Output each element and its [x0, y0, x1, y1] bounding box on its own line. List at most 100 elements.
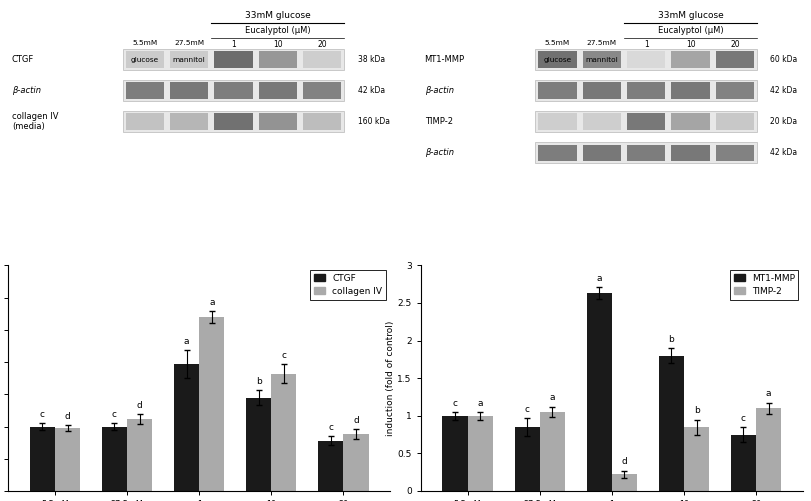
Text: a: a [766, 389, 771, 398]
FancyBboxPatch shape [672, 83, 710, 99]
Text: a: a [596, 274, 602, 283]
FancyBboxPatch shape [583, 83, 621, 99]
Text: Eucalyptol (μM): Eucalyptol (μM) [245, 26, 311, 35]
FancyBboxPatch shape [259, 83, 297, 99]
Text: 38 kDa: 38 kDa [358, 55, 385, 64]
Legend: CTGF, collagen IV: CTGF, collagen IV [311, 270, 386, 300]
FancyBboxPatch shape [535, 142, 757, 163]
FancyBboxPatch shape [672, 144, 710, 161]
FancyBboxPatch shape [672, 114, 710, 130]
Text: 10: 10 [273, 40, 283, 49]
Bar [174, 364, 200, 491]
FancyBboxPatch shape [214, 83, 253, 99]
Text: CTGF: CTGF [12, 55, 34, 64]
Text: d: d [353, 416, 358, 425]
Text: b: b [255, 377, 261, 386]
FancyBboxPatch shape [716, 144, 754, 161]
FancyBboxPatch shape [627, 52, 665, 68]
FancyBboxPatch shape [627, 144, 665, 161]
Y-axis label: induction (fold of control): induction (fold of control) [385, 321, 395, 436]
Text: c: c [453, 398, 457, 407]
Bar [127, 419, 152, 491]
Text: 160 kDa: 160 kDa [358, 117, 390, 126]
FancyBboxPatch shape [170, 114, 208, 130]
Text: c: c [112, 410, 117, 419]
Bar [468, 416, 493, 491]
Text: a: a [478, 398, 483, 407]
FancyBboxPatch shape [716, 114, 754, 130]
Text: 5.5mM: 5.5mM [545, 40, 570, 46]
FancyBboxPatch shape [583, 144, 621, 161]
Text: 42 kDa: 42 kDa [770, 86, 797, 95]
Text: MT1-MMP: MT1-MMP [425, 55, 465, 64]
Text: 1: 1 [644, 40, 649, 49]
Bar [611, 474, 637, 491]
Text: 5.5mM: 5.5mM [132, 40, 157, 46]
Bar [246, 397, 271, 491]
Text: β-actin: β-actin [12, 86, 41, 95]
Text: c: c [525, 404, 530, 413]
FancyBboxPatch shape [126, 83, 164, 99]
Bar [540, 412, 565, 491]
FancyBboxPatch shape [535, 80, 757, 101]
Text: collagen IV
(media): collagen IV (media) [12, 112, 58, 131]
Text: b: b [693, 406, 699, 415]
FancyBboxPatch shape [627, 83, 665, 99]
Text: c: c [40, 410, 45, 419]
Text: d: d [65, 412, 71, 421]
FancyBboxPatch shape [535, 111, 757, 132]
FancyBboxPatch shape [539, 52, 577, 68]
Text: 33mM glucose: 33mM glucose [658, 11, 723, 20]
FancyBboxPatch shape [303, 52, 341, 68]
Bar [55, 428, 80, 491]
FancyBboxPatch shape [214, 52, 253, 68]
Text: a: a [209, 298, 215, 307]
Text: 27.5mM: 27.5mM [587, 40, 617, 46]
Text: c: c [741, 413, 746, 422]
FancyBboxPatch shape [303, 114, 341, 130]
Text: c: c [281, 351, 286, 360]
Text: 20: 20 [317, 40, 327, 49]
Bar [684, 427, 709, 491]
FancyBboxPatch shape [170, 83, 208, 99]
Bar [586, 293, 611, 491]
Text: 10: 10 [686, 40, 695, 49]
FancyBboxPatch shape [627, 114, 665, 130]
FancyBboxPatch shape [214, 114, 253, 130]
Bar [30, 426, 55, 491]
Text: Eucalyptol (μM): Eucalyptol (μM) [658, 26, 723, 35]
Text: 20 kDa: 20 kDa [770, 117, 797, 126]
FancyBboxPatch shape [259, 114, 297, 130]
FancyBboxPatch shape [539, 83, 577, 99]
FancyBboxPatch shape [126, 52, 164, 68]
Text: 33mM glucose: 33mM glucose [245, 11, 311, 20]
Text: a: a [184, 337, 189, 346]
Bar [318, 441, 343, 491]
Bar [102, 426, 127, 491]
FancyBboxPatch shape [170, 52, 208, 68]
Text: β-actin: β-actin [425, 148, 453, 157]
Bar [200, 317, 225, 491]
FancyBboxPatch shape [535, 49, 757, 70]
Text: a: a [550, 393, 555, 402]
Text: 1: 1 [231, 40, 236, 49]
Text: mannitol: mannitol [586, 57, 618, 63]
Text: d: d [137, 401, 143, 410]
FancyBboxPatch shape [122, 111, 345, 132]
Text: 42 kDa: 42 kDa [358, 86, 385, 95]
FancyBboxPatch shape [583, 114, 621, 130]
Text: mannitol: mannitol [173, 57, 206, 63]
FancyBboxPatch shape [539, 114, 577, 130]
FancyBboxPatch shape [126, 114, 164, 130]
FancyBboxPatch shape [716, 52, 754, 68]
Text: 42 kDa: 42 kDa [770, 148, 797, 157]
Legend: MT1-MMP, TIMP-2: MT1-MMP, TIMP-2 [730, 270, 798, 300]
Bar [756, 408, 781, 491]
FancyBboxPatch shape [672, 52, 710, 68]
Text: c: c [328, 423, 333, 432]
FancyBboxPatch shape [122, 80, 345, 101]
Text: β-actin: β-actin [425, 86, 453, 95]
Text: b: b [668, 335, 674, 344]
Text: 20: 20 [730, 40, 740, 49]
Bar [731, 434, 756, 491]
